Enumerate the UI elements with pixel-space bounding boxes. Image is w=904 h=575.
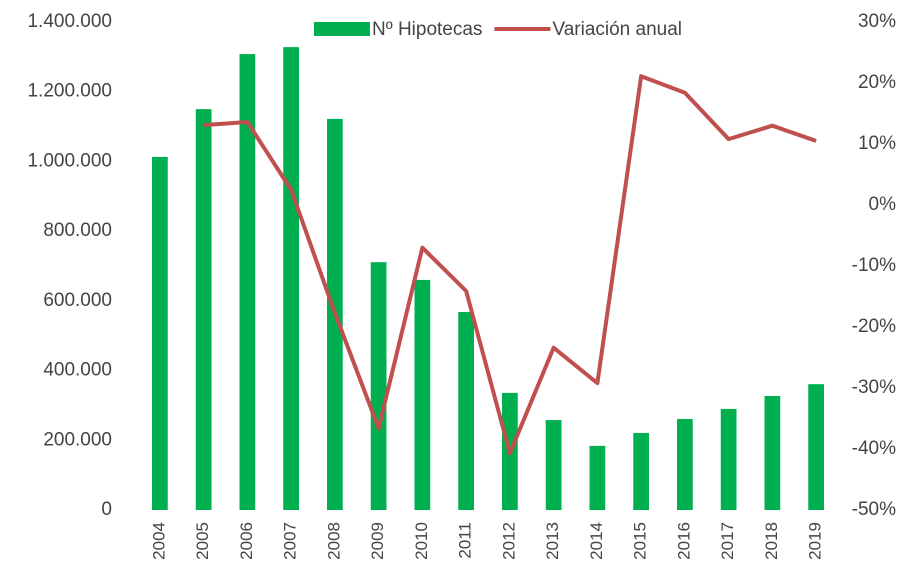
legend-swatch: [314, 22, 370, 36]
y-tick-label: 200.000: [43, 429, 112, 450]
x-tick-label: 2008: [324, 522, 343, 560]
x-tick-label: 2018: [762, 522, 781, 560]
y-tick-label: 0: [101, 499, 112, 520]
y-tick-label: 1.400.000: [27, 11, 112, 32]
y-tick-label: 1.000.000: [27, 150, 112, 171]
bar: [720, 408, 737, 510]
bar: [283, 47, 299, 511]
bar: [239, 54, 256, 510]
y-tick-label: 1.200.000: [27, 81, 112, 102]
y2-tick-label: -30%: [852, 377, 896, 398]
x-tick-label: 2012: [499, 522, 518, 560]
bar: [589, 445, 606, 510]
line: [203, 74, 817, 456]
x-tick-label: 2016: [674, 522, 693, 560]
x-tick-label: 2006: [237, 522, 256, 560]
bar: [633, 432, 649, 510]
y-tick-label: 800.000: [43, 220, 112, 241]
y-tick-label: 400.000: [43, 360, 112, 381]
x-tick-label: 2019: [806, 522, 825, 560]
y2-tick-label: -50%: [852, 499, 896, 520]
x-tick-label: 2005: [193, 522, 212, 560]
x-tick-label: 2010: [412, 522, 431, 560]
x-tick-label: 2017: [718, 522, 737, 560]
y2-tick-label: 20%: [858, 72, 896, 93]
y-tick-label: 600.000: [43, 290, 112, 311]
y2-tick-label: -40%: [852, 438, 896, 459]
legend-label: Nº Hipotecas: [372, 19, 482, 40]
bar: [677, 419, 693, 510]
x-tick-label: 2015: [631, 522, 650, 560]
x-tick-label: 2011: [456, 522, 475, 559]
bar: [414, 279, 431, 510]
x-tick-label: 2007: [281, 522, 300, 560]
y2-tick-label: -20%: [852, 316, 896, 337]
bar: [195, 109, 212, 511]
x-tick-label: 2009: [368, 522, 387, 560]
x-tick-label: 2014: [587, 522, 606, 560]
bar: [370, 262, 387, 510]
y2-tick-label: -10%: [852, 255, 896, 276]
y2-tick-label: 30%: [858, 11, 896, 32]
bar: [764, 396, 781, 510]
x-tick-label: 2004: [149, 522, 168, 560]
y2-tick-label: 10%: [858, 133, 896, 154]
bar: [545, 420, 562, 510]
bar: [458, 312, 474, 510]
bar: [152, 156, 168, 510]
x-tick-label: 2013: [543, 522, 562, 560]
bar: [808, 384, 824, 510]
legend-label: Variación anual: [552, 19, 682, 40]
y2-tick-label: 0%: [869, 194, 897, 215]
